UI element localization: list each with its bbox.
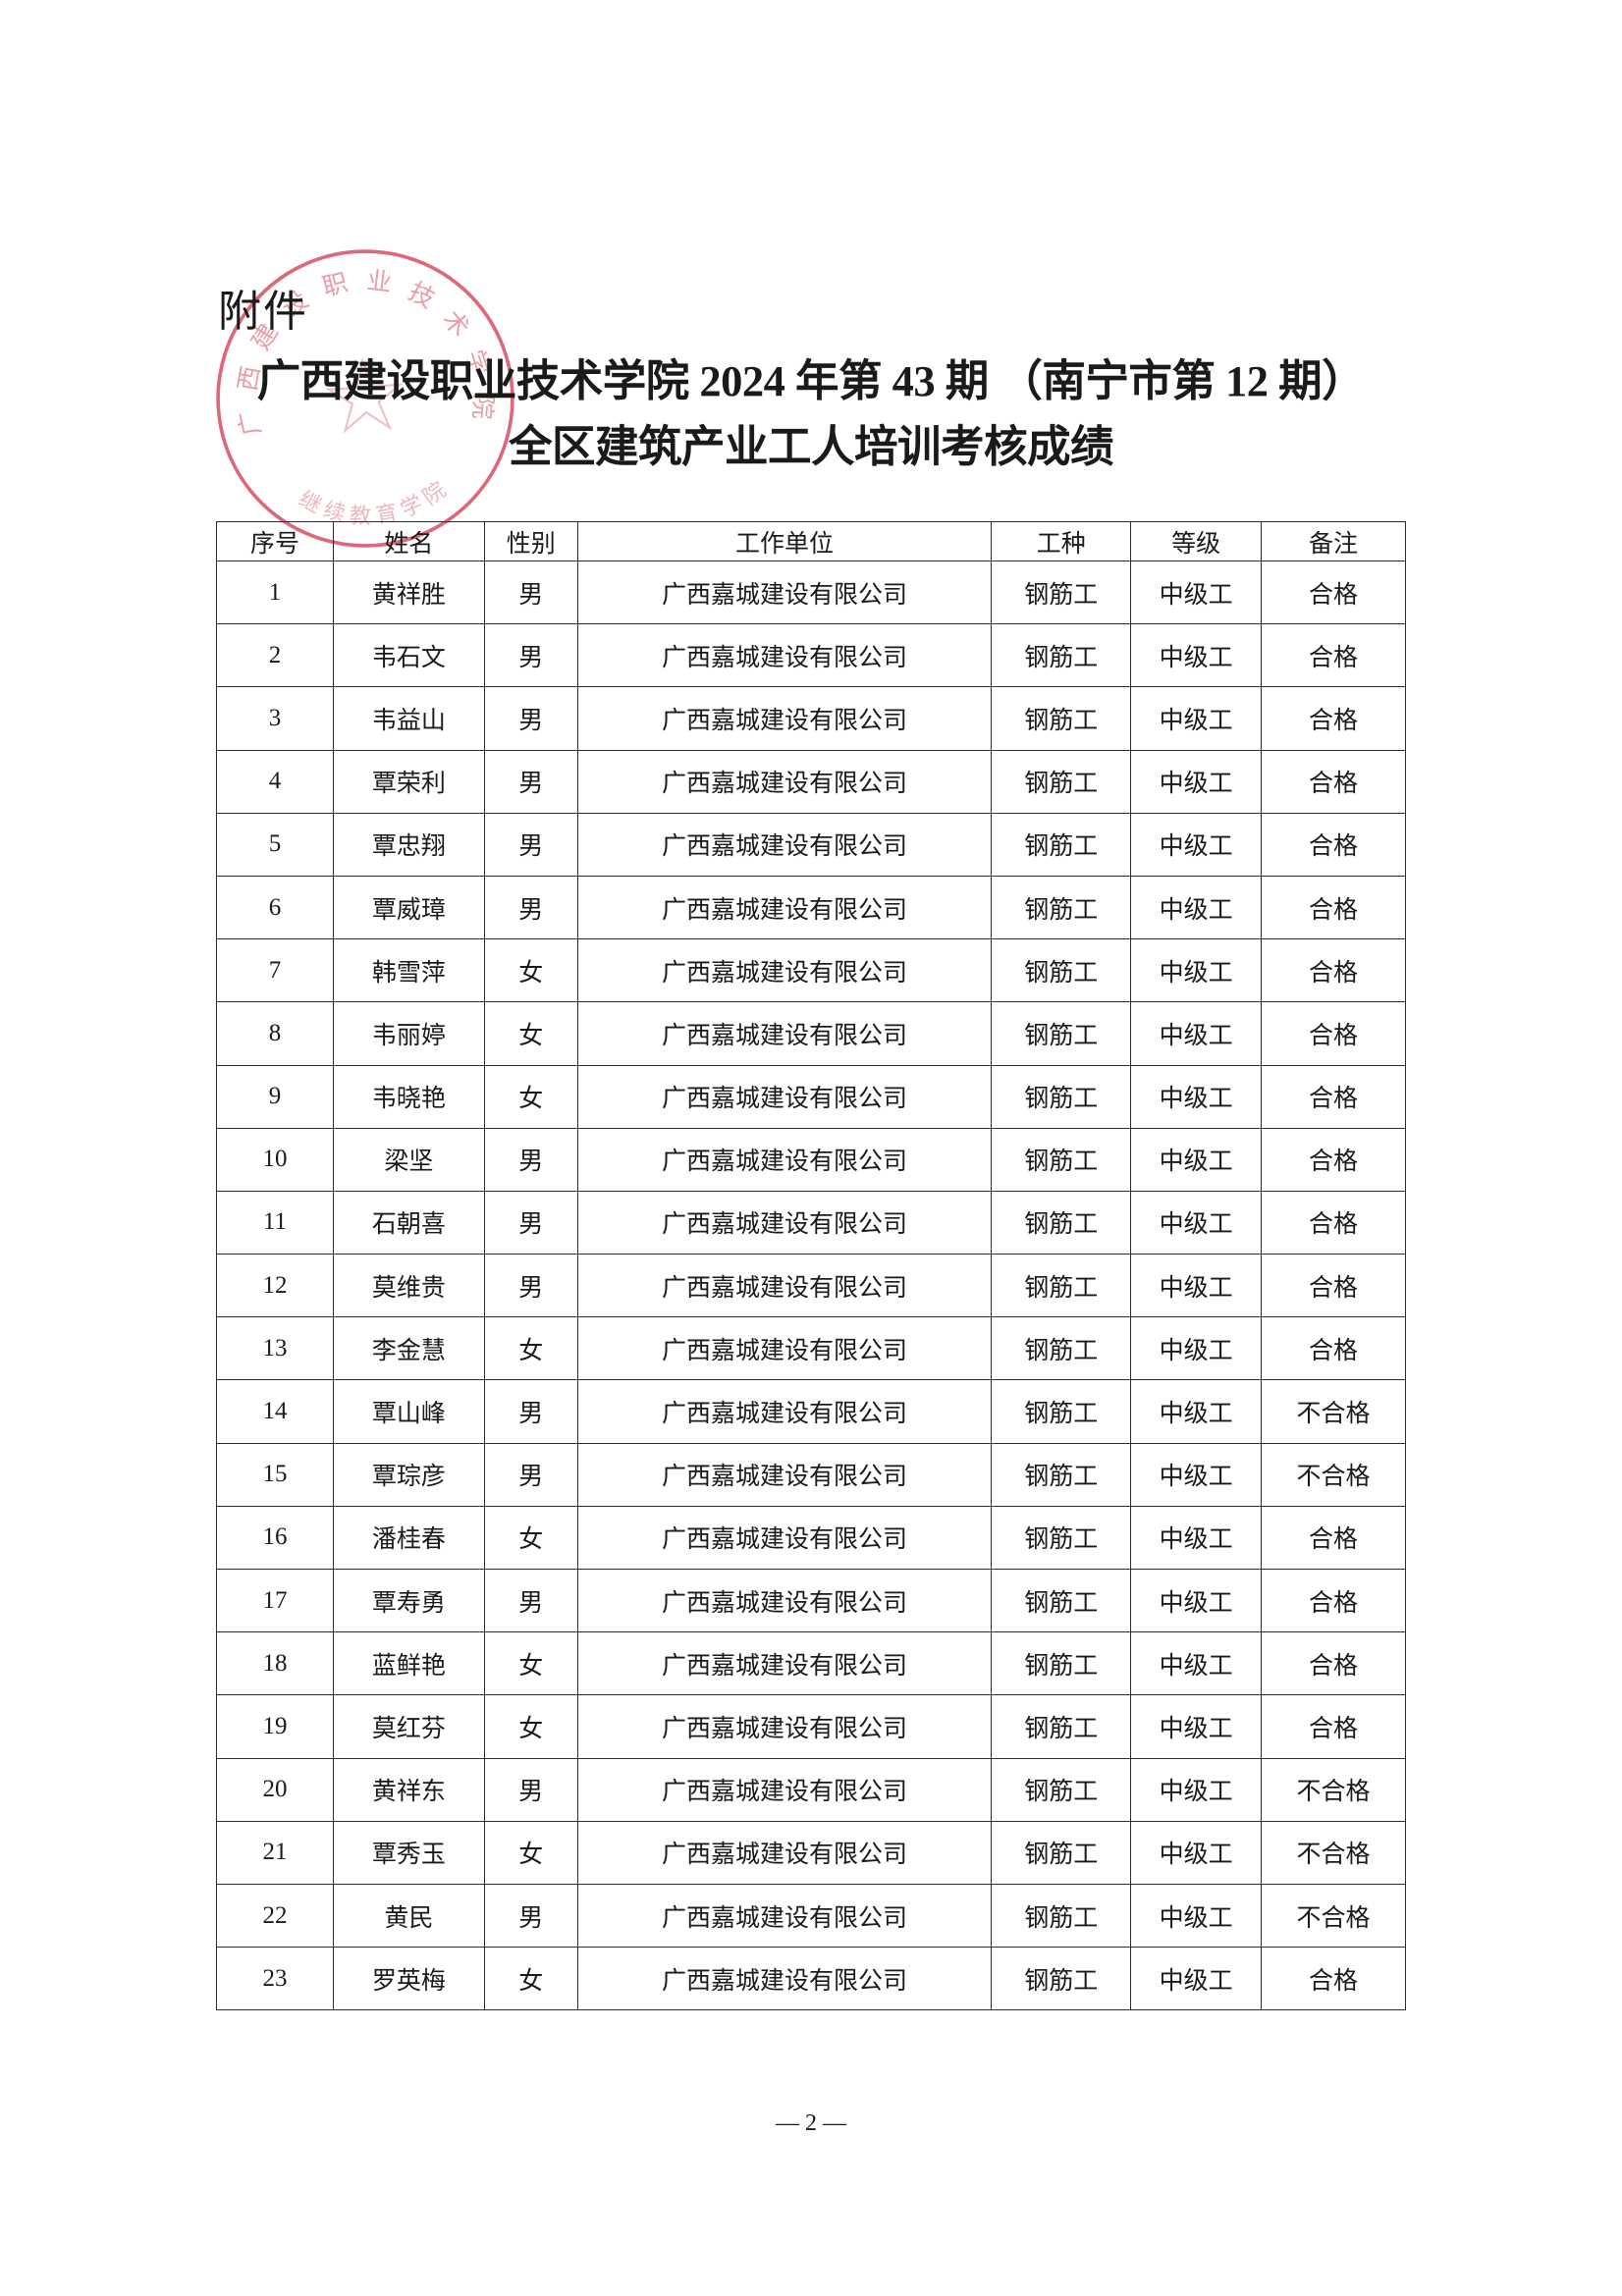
svg-text:院: 院 (418, 477, 451, 509)
svg-text:业: 业 (365, 267, 393, 297)
svg-text:术: 术 (437, 305, 474, 342)
svg-text:继: 继 (295, 486, 325, 518)
svg-text:职: 职 (319, 269, 351, 302)
svg-text:技: 技 (405, 278, 440, 314)
